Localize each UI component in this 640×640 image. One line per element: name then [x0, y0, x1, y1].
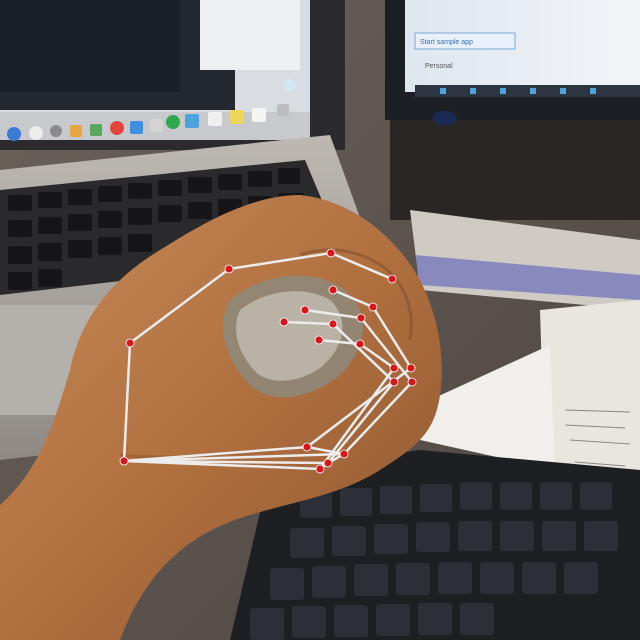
desk-keyboard — [230, 450, 640, 640]
keypoint-pinky-tip — [314, 335, 324, 345]
keypoint-middle-mcp — [339, 449, 349, 459]
keypoint-pinky-mcp — [315, 464, 325, 474]
hand-keypoints — [119, 248, 417, 474]
keypoint-index-dip — [368, 302, 378, 312]
keypoint-ring-dip — [328, 319, 338, 329]
keypoint-middle-tip — [300, 305, 310, 315]
keypoint-pinky-dip — [355, 339, 365, 349]
keypoint-index-mcp — [302, 442, 312, 452]
palm-base — [305, 445, 348, 471]
keypoint-index-pip — [406, 363, 416, 373]
keypoint-ring-mcp — [323, 458, 333, 468]
laptop-screen — [0, 0, 345, 150]
keypoint-pinky-pip — [389, 363, 399, 373]
keypoint-wrist — [119, 456, 129, 466]
external-monitor: Start sample app Personal — [385, 0, 640, 220]
keypoint-thumb-tip — [387, 274, 397, 284]
monitor-button-label: Start sample app — [420, 39, 473, 46]
desk-items — [410, 210, 640, 490]
keypoint-ring-pip — [389, 377, 399, 387]
dock-icons — [7, 79, 296, 141]
keypoint-thumb-cmc — [125, 338, 135, 348]
keypoint-middle-dip — [356, 313, 366, 323]
keypoint-thumb-ip — [326, 248, 336, 258]
hand — [0, 195, 442, 640]
keypoint-middle-pip — [407, 377, 417, 387]
keypoint-index-tip — [328, 285, 338, 295]
keypoint-thumb-mcp — [224, 264, 234, 274]
keypoint-ring-tip — [279, 317, 289, 327]
monitor-heading: Personal — [425, 63, 453, 70]
